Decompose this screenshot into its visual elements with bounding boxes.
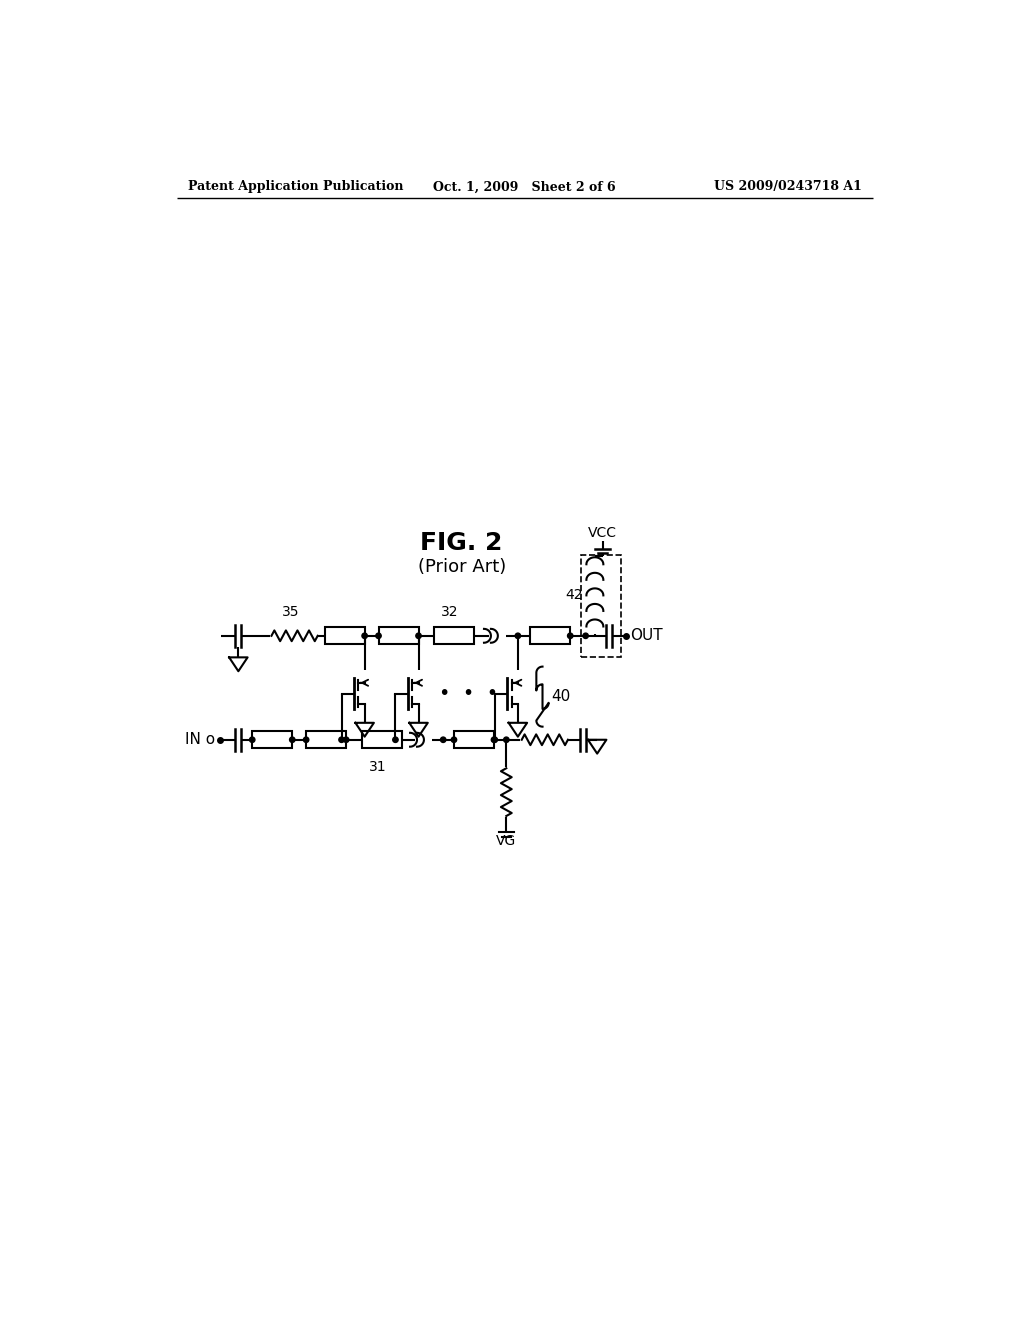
Bar [361, 731, 401, 748]
Circle shape [376, 634, 381, 639]
Circle shape [343, 737, 349, 742]
Bar [306, 731, 346, 748]
Text: 32: 32 [441, 605, 459, 619]
Circle shape [416, 634, 421, 639]
Circle shape [339, 737, 344, 742]
Text: (Prior Art): (Prior Art) [418, 557, 506, 576]
Circle shape [504, 737, 509, 742]
Bar [434, 627, 474, 644]
Bar [454, 731, 494, 748]
Circle shape [583, 634, 589, 639]
Bar [325, 627, 365, 644]
Text: Oct. 1, 2009   Sheet 2 of 6: Oct. 1, 2009 Sheet 2 of 6 [433, 181, 616, 194]
Text: VCC: VCC [588, 525, 617, 540]
Text: 31: 31 [369, 760, 386, 774]
Circle shape [440, 737, 445, 742]
Bar [379, 627, 419, 644]
Circle shape [290, 737, 295, 742]
Circle shape [567, 634, 572, 639]
Text: IN o: IN o [185, 733, 215, 747]
Text: •  •  •: • • • [438, 684, 498, 704]
Circle shape [393, 737, 398, 742]
Circle shape [303, 737, 309, 742]
Bar [581, 554, 621, 657]
Text: 42: 42 [565, 589, 583, 602]
Text: FIG. 2: FIG. 2 [421, 532, 503, 556]
Circle shape [515, 634, 520, 639]
Circle shape [492, 737, 497, 742]
Bar [252, 731, 292, 748]
Text: OUT: OUT [631, 628, 663, 643]
Circle shape [250, 737, 255, 742]
Circle shape [361, 634, 368, 639]
Text: 40: 40 [552, 689, 571, 704]
Text: US 2009/0243718 A1: US 2009/0243718 A1 [714, 181, 862, 194]
Bar [530, 627, 570, 644]
Circle shape [452, 737, 457, 742]
Text: 35: 35 [282, 605, 299, 619]
Text: VG: VG [497, 834, 516, 849]
Text: Patent Application Publication: Patent Application Publication [188, 181, 403, 194]
Circle shape [493, 737, 498, 742]
